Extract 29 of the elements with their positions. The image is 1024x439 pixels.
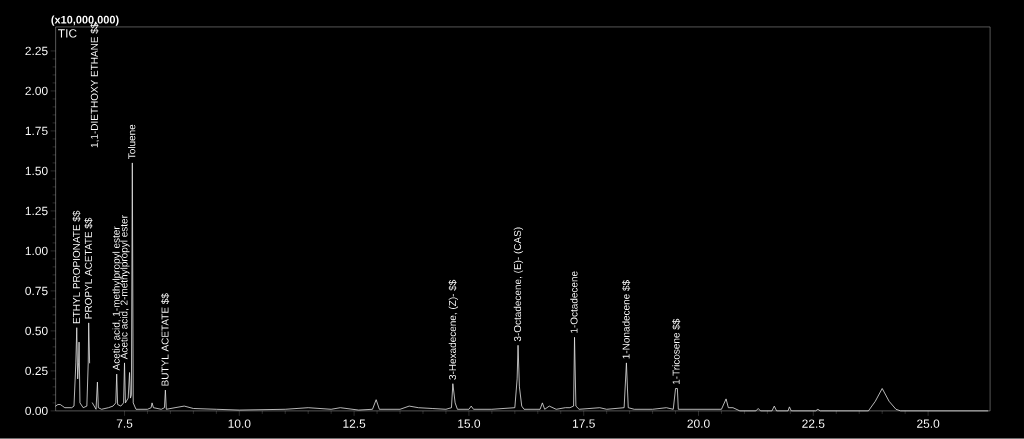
y-tick-label: 0.00 [25,406,48,416]
y-tick-label: 2.25 [25,46,48,56]
x-tick-label: 17.5 [572,419,595,428]
y-tick-label: 1.50 [25,166,48,176]
x-tick-label: 25.0 [917,419,940,428]
y-tick-label: 0.50 [25,326,48,336]
y-tick-label: 1.25 [25,206,48,216]
text: TIC [58,29,77,38]
annotation: ETHYL PROPIONATE $$ [72,210,81,324]
y-tick-label: 0.25 [25,366,48,376]
x-tick-label: 12.5 [343,419,366,428]
annotation: 1-Octadecene [570,271,578,333]
y-tick-label: 1.75 [25,126,48,136]
y-tick-label: 0.75 [25,286,48,296]
annotation: 3-Octadecene, (E)- (CAS) [513,227,524,342]
x-tick-label: 22.5 [802,419,825,428]
y-tick-label: 2.00 [25,86,48,96]
x-tick-label: 20.0 [687,419,710,428]
x-tick-label: 7.5 [116,419,133,428]
x-tick-label: 10.0 [228,419,251,428]
annotation: 1-Tricosene $$ [672,318,681,385]
annotation: PROPYL ACETATE $$ [84,217,93,319]
annotation: 3-Hexadecene, (Z)- $$ [448,279,458,380]
annotation: Acetic acid, 2-methylpropyl ester [120,215,130,360]
x-tick-label: 15.0 [458,419,481,428]
annotation: BUTYL ACETATE $$ [161,293,170,386]
annotation: 1-Nonadecene $$ [622,280,631,359]
y-tick-label: 1.00 [25,246,48,256]
annotation: Toluene [128,124,136,160]
